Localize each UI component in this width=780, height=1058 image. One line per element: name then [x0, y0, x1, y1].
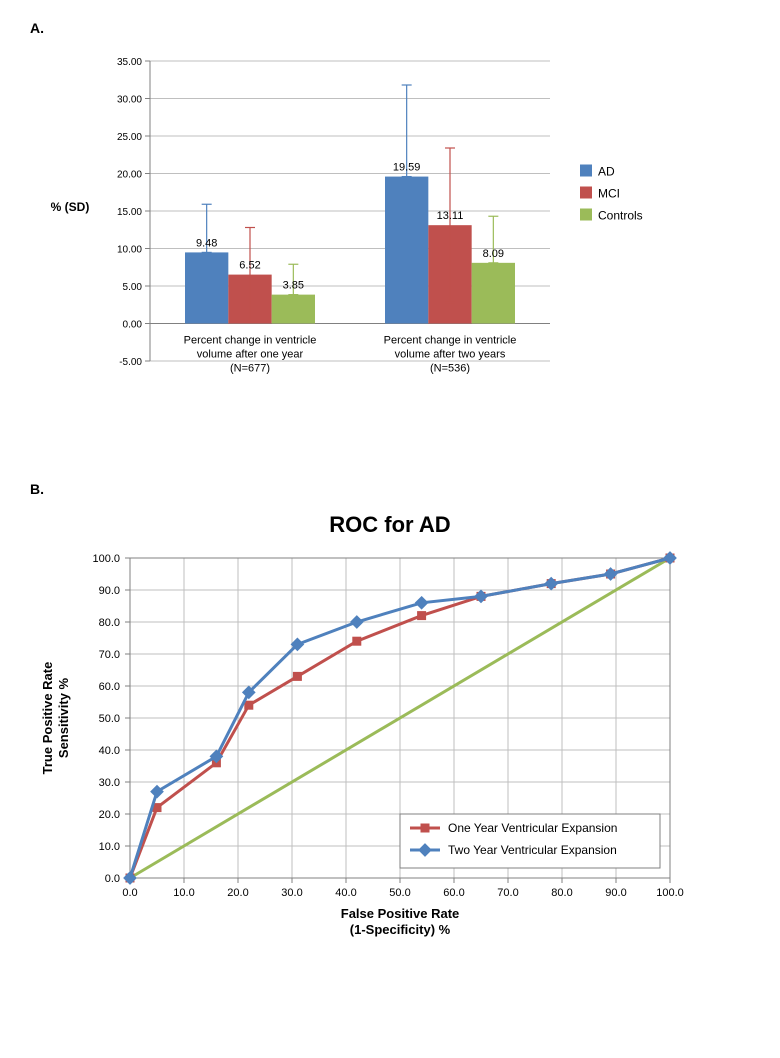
- svg-text:Two Year Ventricular Expansion: Two Year Ventricular Expansion: [448, 843, 617, 857]
- svg-text:70.0: 70.0: [497, 887, 518, 899]
- svg-text:% (SD): % (SD): [51, 200, 90, 214]
- svg-text:20.0: 20.0: [99, 809, 120, 821]
- svg-text:(N=677): (N=677): [230, 363, 270, 375]
- svg-text:MCI: MCI: [598, 187, 620, 201]
- svg-text:3.85: 3.85: [283, 280, 304, 292]
- svg-text:19.59: 19.59: [393, 162, 421, 174]
- svg-text:-5.00: -5.00: [119, 357, 142, 368]
- svg-text:8.09: 8.09: [483, 248, 504, 260]
- panel-a-label: A.: [30, 20, 750, 36]
- svg-text:False Positive Rate: False Positive Rate: [341, 906, 460, 921]
- svg-text:90.0: 90.0: [99, 585, 120, 597]
- svg-text:0.0: 0.0: [105, 873, 120, 885]
- svg-text:6.52: 6.52: [239, 260, 260, 272]
- svg-text:9.48: 9.48: [196, 237, 217, 249]
- svg-text:Percent change in ventricle: Percent change in ventricle: [384, 335, 517, 347]
- svg-text:100.0: 100.0: [92, 553, 120, 565]
- bar-AD: [185, 252, 228, 323]
- svg-text:30.0: 30.0: [99, 777, 120, 789]
- svg-text:volume after one year: volume after one year: [197, 349, 304, 361]
- svg-text:90.0: 90.0: [605, 887, 626, 899]
- svg-text:10.0: 10.0: [99, 841, 120, 853]
- panel-b-label: B.: [30, 481, 750, 497]
- svg-text:AD: AD: [598, 165, 615, 179]
- roc-title: ROC for AD: [30, 512, 750, 538]
- svg-text:60.0: 60.0: [99, 681, 120, 693]
- svg-text:70.0: 70.0: [99, 649, 120, 661]
- svg-text:20.00: 20.00: [117, 170, 142, 181]
- svg-text:100.0: 100.0: [656, 887, 684, 899]
- bar-Controls: [272, 295, 315, 324]
- bar-chart: -5.00 0.00 5.00 10.00 15.00 20.00 25.00 30.00 35…: [30, 51, 730, 431]
- svg-text:13.11: 13.11: [437, 210, 464, 222]
- panel-a: A. -5.00 0.00 5.00 10.00 15.00 20.00 25.00 30.0…: [30, 20, 750, 431]
- svg-text:5.00: 5.00: [123, 282, 143, 293]
- svg-text:35.00: 35.00: [117, 57, 142, 68]
- svg-text:volume after two years: volume after two years: [395, 349, 506, 361]
- svg-text:40.0: 40.0: [99, 745, 120, 757]
- panel-b: B. ROC for AD 0.0 10.0 20.0 30.0 40.0 50.0 60.…: [30, 481, 750, 988]
- svg-text:(1-Specificity) %: (1-Specificity) %: [350, 922, 451, 937]
- svg-text:30.00: 30.00: [117, 95, 142, 106]
- svg-text:Controls: Controls: [598, 209, 643, 223]
- svg-text:(N=536): (N=536): [430, 363, 470, 375]
- svg-text:80.0: 80.0: [99, 617, 120, 629]
- svg-text:60.0: 60.0: [443, 887, 464, 899]
- svg-text:50.0: 50.0: [99, 713, 120, 725]
- svg-text:20.0: 20.0: [227, 887, 248, 899]
- svg-text:True Positive Rate: True Positive Rate: [40, 662, 55, 775]
- svg-text:40.0: 40.0: [335, 887, 356, 899]
- svg-text:Percent change in ventricle: Percent change in ventricle: [184, 335, 317, 347]
- svg-text:30.0: 30.0: [281, 887, 302, 899]
- bar-AD: [385, 177, 428, 324]
- svg-text:10.00: 10.00: [117, 245, 142, 256]
- bar-Controls: [472, 263, 515, 324]
- svg-text:10.0: 10.0: [173, 887, 194, 899]
- svg-text:80.0: 80.0: [551, 887, 572, 899]
- svg-text:25.00: 25.00: [117, 132, 142, 143]
- svg-text:One Year Ventricular Expansion: One Year Ventricular Expansion: [448, 821, 617, 835]
- roc-chart: 0.0 10.0 20.0 30.0 40.0 50.0 60.0 70.0 80.0 90.0 1…: [30, 538, 730, 988]
- svg-text:15.00: 15.00: [117, 207, 142, 218]
- svg-text:50.0: 50.0: [389, 887, 410, 899]
- svg-text:0.0: 0.0: [122, 887, 137, 899]
- svg-text:0.00: 0.00: [123, 320, 143, 331]
- svg-text:Sensitivity %: Sensitivity %: [56, 677, 71, 758]
